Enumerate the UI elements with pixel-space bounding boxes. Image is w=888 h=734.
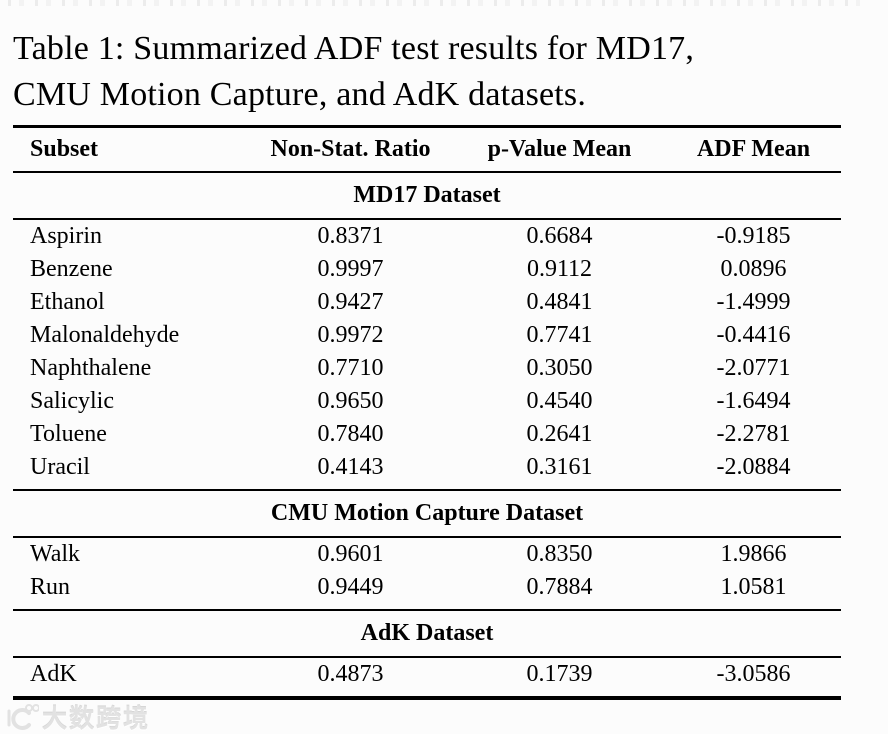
column-header-subset: Subset	[30, 136, 99, 162]
cell-adf: -2.0884	[716, 454, 791, 480]
table-row: Uracil 0.4143 0.3161 -2.0884	[13, 451, 841, 490]
cell-subset: Walk	[30, 541, 81, 567]
cell-ratio: 0.7840	[317, 421, 384, 447]
cell-ratio: 0.9449	[317, 574, 384, 600]
cell-pvalue: 0.9112	[526, 256, 593, 282]
cell-ratio: 0.9972	[317, 322, 384, 348]
table-row: Naphthalene 0.7710 0.3050 -2.0771	[13, 352, 841, 385]
section-md17: MD17 Dataset Aspirin 0.8371 0.6684 -0.91…	[13, 172, 841, 490]
cell-subset: Salicylic	[30, 388, 114, 414]
section-adk: AdK Dataset AdK 0.4873 0.1739 -3.0586	[13, 610, 841, 698]
cell-ratio: 0.9601	[317, 541, 384, 567]
cell-adf: 1.9866	[720, 541, 787, 567]
cell-subset: Uracil	[30, 454, 90, 480]
section-header-row: AdK Dataset	[13, 610, 841, 657]
watermark-text: 大数跨境	[42, 706, 151, 733]
cell-adf: -2.0771	[716, 355, 791, 381]
section-title-md17: MD17 Dataset	[353, 182, 501, 208]
watermark: 大数跨境	[5, 699, 150, 734]
cell-pvalue: 0.4841	[526, 289, 593, 315]
table-row: Ethanol 0.9427 0.4841 -1.4999	[13, 286, 841, 319]
cell-subset: Malonaldehyde	[30, 322, 180, 348]
cell-pvalue: 0.1739	[526, 661, 593, 687]
caption-line-1: Table 1: Summarized ADF test results for…	[13, 30, 695, 67]
section-header-row: CMU Motion Capture Dataset	[13, 490, 841, 537]
cell-subset: Run	[30, 574, 71, 600]
section-title-cmu: CMU Motion Capture Dataset	[270, 500, 584, 526]
table-row: AdK 0.4873 0.1739 -3.0586	[13, 657, 841, 698]
cell-ratio: 0.7710	[317, 355, 384, 381]
cell-ratio: 0.8371	[317, 223, 384, 249]
section-cmu: CMU Motion Capture Dataset Walk 0.9601 0…	[13, 490, 841, 610]
table-row: Run 0.9449 0.7884 1.0581	[13, 571, 841, 610]
watermark-logo-icon	[5, 703, 39, 731]
cropped-text-artifact	[8, 0, 860, 6]
table-row: Salicylic 0.9650 0.4540 -1.6494	[13, 385, 841, 418]
cell-adf: 1.0581	[720, 574, 787, 600]
table-caption: Table 1: Summarized ADF test results for…	[13, 26, 875, 118]
adf-results-table: Subset Non-Stat. Ratio p-Value Mean ADF …	[13, 125, 841, 700]
cell-pvalue: 0.8350	[526, 541, 593, 567]
cell-adf: -1.6494	[716, 388, 791, 414]
cell-subset: Ethanol	[30, 289, 105, 315]
cell-pvalue: 0.3161	[526, 454, 593, 480]
cell-subset: AdK	[30, 661, 77, 687]
column-header-pvalue-mean: p-Value Mean	[487, 136, 632, 162]
cell-pvalue: 0.7741	[526, 322, 593, 348]
caption-line-2: CMU Motion Capture, and AdK datasets.	[13, 76, 587, 113]
cell-pvalue: 0.7884	[526, 574, 593, 600]
cell-ratio: 0.4143	[317, 454, 384, 480]
cell-subset: Toluene	[30, 421, 107, 447]
cell-subset: Benzene	[30, 256, 113, 282]
cell-ratio: 0.9427	[317, 289, 384, 315]
cell-ratio: 0.9997	[317, 256, 384, 282]
cell-pvalue: 0.2641	[526, 421, 593, 447]
column-header-adf-mean: ADF Mean	[696, 136, 811, 162]
section-header-row: MD17 Dataset	[13, 172, 841, 219]
cell-adf: -0.9185	[716, 223, 791, 249]
cell-ratio: 0.9650	[317, 388, 384, 414]
cell-adf: 0.0896	[720, 256, 787, 282]
cell-pvalue: 0.4540	[526, 388, 593, 414]
header-row: Subset Non-Stat. Ratio p-Value Mean ADF …	[13, 127, 841, 172]
table-row: Aspirin 0.8371 0.6684 -0.9185	[13, 219, 841, 253]
table-row: Walk 0.9601 0.8350 1.9866	[13, 537, 841, 571]
cell-adf: -1.4999	[716, 289, 791, 315]
table-header: Subset Non-Stat. Ratio p-Value Mean ADF …	[13, 127, 841, 172]
table-row: Toluene 0.7840 0.2641 -2.2781	[13, 418, 841, 451]
cell-subset: Aspirin	[30, 223, 102, 249]
section-title-adk: AdK Dataset	[360, 620, 494, 646]
cell-adf: -3.0586	[716, 661, 791, 687]
cell-pvalue: 0.6684	[526, 223, 593, 249]
cell-adf: -2.2781	[716, 421, 791, 447]
cell-ratio: 0.4873	[317, 661, 384, 687]
column-header-nonstat-ratio: Non-Stat. Ratio	[270, 136, 431, 162]
cell-pvalue: 0.3050	[526, 355, 593, 381]
table-row: Malonaldehyde 0.9972 0.7741 -0.4416	[13, 319, 841, 352]
cell-subset: Naphthalene	[30, 355, 152, 381]
cell-adf: -0.4416	[716, 322, 791, 348]
table-row: Benzene 0.9997 0.9112 0.0896	[13, 253, 841, 286]
